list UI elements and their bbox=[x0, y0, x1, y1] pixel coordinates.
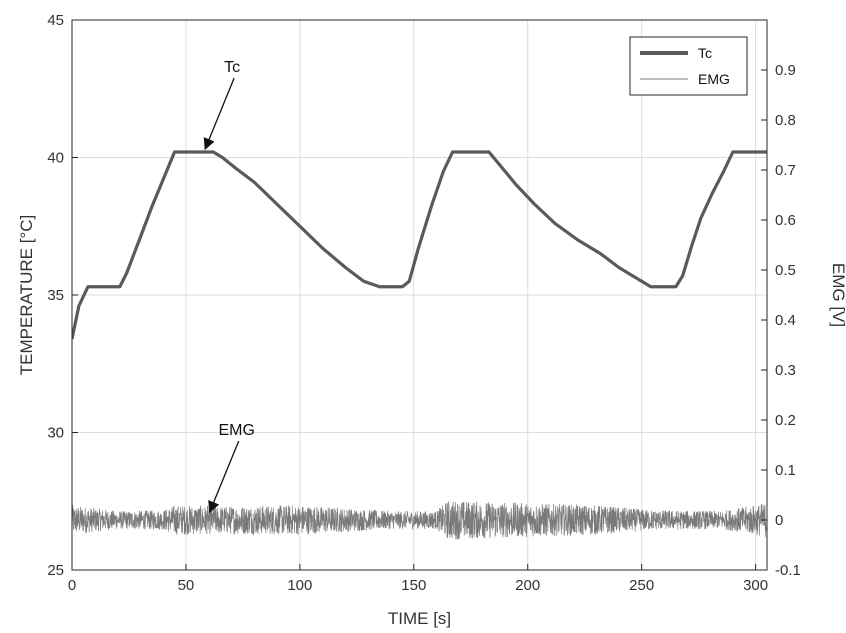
tick-label-y-right-1: 0 bbox=[775, 512, 783, 529]
tick-label-y-left-0: 25 bbox=[47, 562, 64, 579]
legend: Tc EMG bbox=[629, 36, 748, 96]
tick-label-y-right-8: 0.7 bbox=[775, 162, 796, 179]
y-axis-left-label: TEMPERATURE [°C] bbox=[17, 215, 36, 375]
tick-label-y-left-4: 45 bbox=[47, 12, 64, 29]
tick-label-x-0: 0 bbox=[68, 577, 76, 594]
series-layer bbox=[72, 150, 767, 540]
annotation-arrow-0 bbox=[203, 77, 235, 151]
annotations: Tc EMG bbox=[203, 59, 255, 514]
tick-label-x-2: 100 bbox=[287, 577, 312, 594]
tick-label-x-3: 150 bbox=[401, 577, 426, 594]
ticks: 0 50 100 150 200 250 300 25 30 35 40 45 -0.1 0 0.1 0.2 0… bbox=[47, 12, 801, 594]
tick-label-y-right-7: 0.6 bbox=[775, 212, 796, 229]
annotation-label-0: Tc bbox=[224, 59, 240, 76]
tick-label-y-right-5: 0.4 bbox=[775, 312, 796, 329]
tick-label-x-6: 300 bbox=[743, 577, 768, 594]
tick-label-y-left-1: 30 bbox=[47, 425, 64, 442]
tick-label-y-right-3: 0.2 bbox=[775, 412, 796, 429]
series-tc-line bbox=[72, 150, 767, 340]
tick-label-y-right-10: 0.9 bbox=[775, 62, 796, 79]
legend-box bbox=[629, 36, 748, 96]
annotation-arrow-1 bbox=[208, 440, 240, 514]
legend-label-tc: Tc bbox=[698, 45, 712, 61]
tick-label-x-4: 200 bbox=[515, 577, 540, 594]
y-axis-right-label: EMG [V] bbox=[829, 263, 846, 327]
tick-label-y-right-0: -0.1 bbox=[775, 562, 801, 579]
tick-label-y-right-4: 0.3 bbox=[775, 362, 796, 379]
series-emg-line bbox=[72, 501, 767, 540]
x-axis-label: TIME [s] bbox=[388, 609, 451, 628]
tick-label-y-right-2: 0.1 bbox=[775, 462, 796, 479]
tick-label-y-right-6: 0.5 bbox=[775, 262, 796, 279]
annotation-label-1: EMG bbox=[218, 422, 254, 439]
legend-label-emg: EMG bbox=[698, 71, 730, 87]
tick-label-x-5: 250 bbox=[629, 577, 654, 594]
tick-label-y-right-9: 0.8 bbox=[775, 112, 796, 129]
tick-label-y-left-2: 35 bbox=[47, 287, 64, 304]
tick-label-x-1: 50 bbox=[178, 577, 195, 594]
tick-label-y-left-3: 40 bbox=[47, 150, 64, 167]
